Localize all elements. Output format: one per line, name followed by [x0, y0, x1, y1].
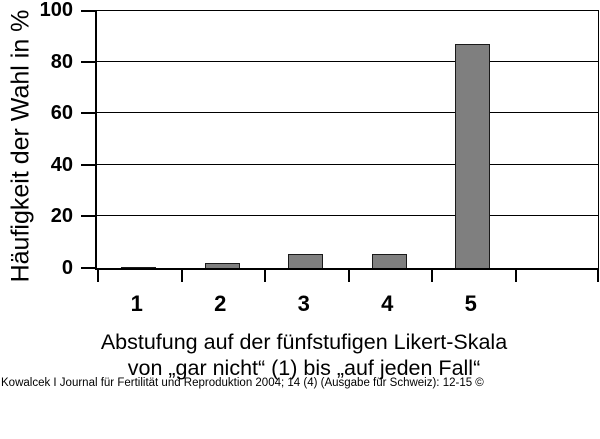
x-tick-5: [514, 270, 517, 282]
y-tick-label-40: 40: [50, 153, 73, 176]
x-category-label-5: 5: [464, 291, 477, 316]
bar-category-1: [121, 266, 157, 268]
gridline-40: [97, 163, 598, 165]
y-tick-label-60: 60: [50, 102, 73, 125]
y-tick-label-80: 80: [50, 50, 73, 73]
y-tick-0: [81, 267, 95, 269]
bar-category-2: [204, 262, 240, 268]
x-tick-2: [264, 270, 266, 282]
y-tick-label-100: 100: [39, 0, 73, 21]
y-tick-100: [81, 10, 95, 12]
y-tick-label-0: 0: [61, 257, 73, 279]
x-tick-6: [597, 270, 599, 282]
x-tick-1: [180, 270, 183, 282]
x-category-label-1: 1: [130, 291, 143, 316]
y-tick-60: [81, 112, 95, 115]
plot-area: [81, 10, 599, 282]
x-axis-title-line1: Abstufung auf der fünfstufigen Likert-Sk…: [100, 330, 508, 354]
y-tick-40: [81, 163, 95, 166]
x-tick-3: [347, 270, 350, 282]
x-tick-0: [97, 270, 99, 282]
gridline-100: [97, 10, 598, 11]
x-category-label-3: 3: [297, 291, 310, 316]
citation-text: Kowalcek I Journal für Fertilität und Re…: [1, 377, 484, 389]
gridline-60: [97, 112, 598, 114]
gridline-80: [97, 60, 598, 62]
gridline-20: [97, 215, 598, 217]
x-tick-4: [431, 270, 433, 282]
x-category-label-2: 2: [214, 291, 227, 316]
x-category-label-4: 4: [381, 291, 394, 316]
y-tick-label-20: 20: [50, 205, 73, 228]
bar-category-4: [371, 253, 407, 268]
y-tick-20: [81, 215, 95, 218]
bar-category-5: [455, 43, 491, 268]
x-axis-title-line2: von „gar nicht“ (1) bis „auf jeden Fall“: [127, 356, 481, 380]
x-axis-title: Abstufung auf der fünfstufigen Likert-Sk…: [95, 329, 513, 381]
y-tick-80: [81, 60, 95, 63]
bar-category-3: [288, 253, 324, 268]
